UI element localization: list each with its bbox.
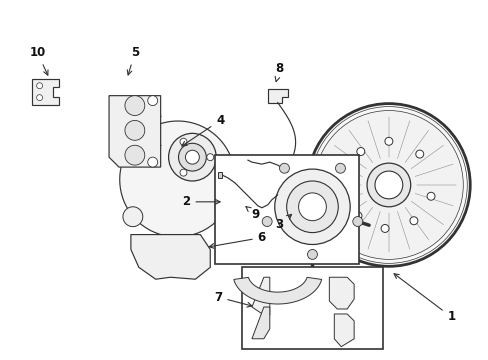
- Polygon shape: [251, 307, 269, 339]
- Polygon shape: [120, 121, 235, 237]
- Circle shape: [374, 171, 402, 199]
- Text: 1: 1: [393, 274, 454, 323]
- Text: 2: 2: [182, 195, 220, 208]
- Text: 10: 10: [29, 46, 48, 75]
- Circle shape: [307, 104, 469, 266]
- Circle shape: [384, 137, 392, 145]
- Circle shape: [147, 96, 157, 105]
- Bar: [242, 267, 382, 349]
- Polygon shape: [233, 277, 321, 304]
- Circle shape: [335, 163, 345, 173]
- Polygon shape: [109, 96, 161, 167]
- Circle shape: [286, 181, 338, 233]
- Circle shape: [124, 96, 144, 116]
- Circle shape: [314, 111, 462, 260]
- Circle shape: [168, 133, 216, 181]
- Circle shape: [409, 217, 417, 225]
- Circle shape: [262, 217, 272, 226]
- Polygon shape: [32, 79, 60, 105]
- Text: 6: 6: [209, 231, 265, 248]
- Text: 4: 4: [182, 114, 224, 146]
- Text: 9: 9: [245, 207, 260, 221]
- Circle shape: [356, 148, 364, 156]
- Circle shape: [279, 163, 289, 173]
- Circle shape: [353, 212, 361, 220]
- Circle shape: [415, 150, 423, 158]
- Text: 7: 7: [214, 291, 251, 307]
- Circle shape: [178, 143, 206, 171]
- Polygon shape: [267, 89, 287, 103]
- Circle shape: [298, 193, 325, 221]
- Circle shape: [206, 154, 213, 161]
- Text: 8: 8: [275, 62, 283, 82]
- Circle shape: [180, 138, 186, 145]
- Text: 3: 3: [275, 215, 291, 231]
- Polygon shape: [328, 277, 353, 309]
- Circle shape: [274, 169, 349, 244]
- Circle shape: [180, 169, 186, 176]
- Text: 5: 5: [127, 46, 139, 75]
- Polygon shape: [131, 235, 210, 279]
- Circle shape: [122, 207, 142, 227]
- Circle shape: [124, 121, 144, 140]
- Circle shape: [37, 83, 42, 89]
- Circle shape: [307, 249, 317, 260]
- Circle shape: [185, 150, 199, 164]
- Circle shape: [341, 174, 349, 181]
- Circle shape: [124, 145, 144, 165]
- Polygon shape: [218, 172, 222, 178]
- Circle shape: [426, 192, 434, 200]
- Circle shape: [287, 174, 303, 190]
- Bar: [215, 155, 358, 264]
- Circle shape: [147, 157, 157, 167]
- Polygon shape: [251, 277, 269, 315]
- Polygon shape: [334, 314, 353, 347]
- Circle shape: [352, 217, 362, 226]
- Circle shape: [380, 225, 388, 233]
- Circle shape: [37, 95, 42, 100]
- Circle shape: [366, 163, 410, 207]
